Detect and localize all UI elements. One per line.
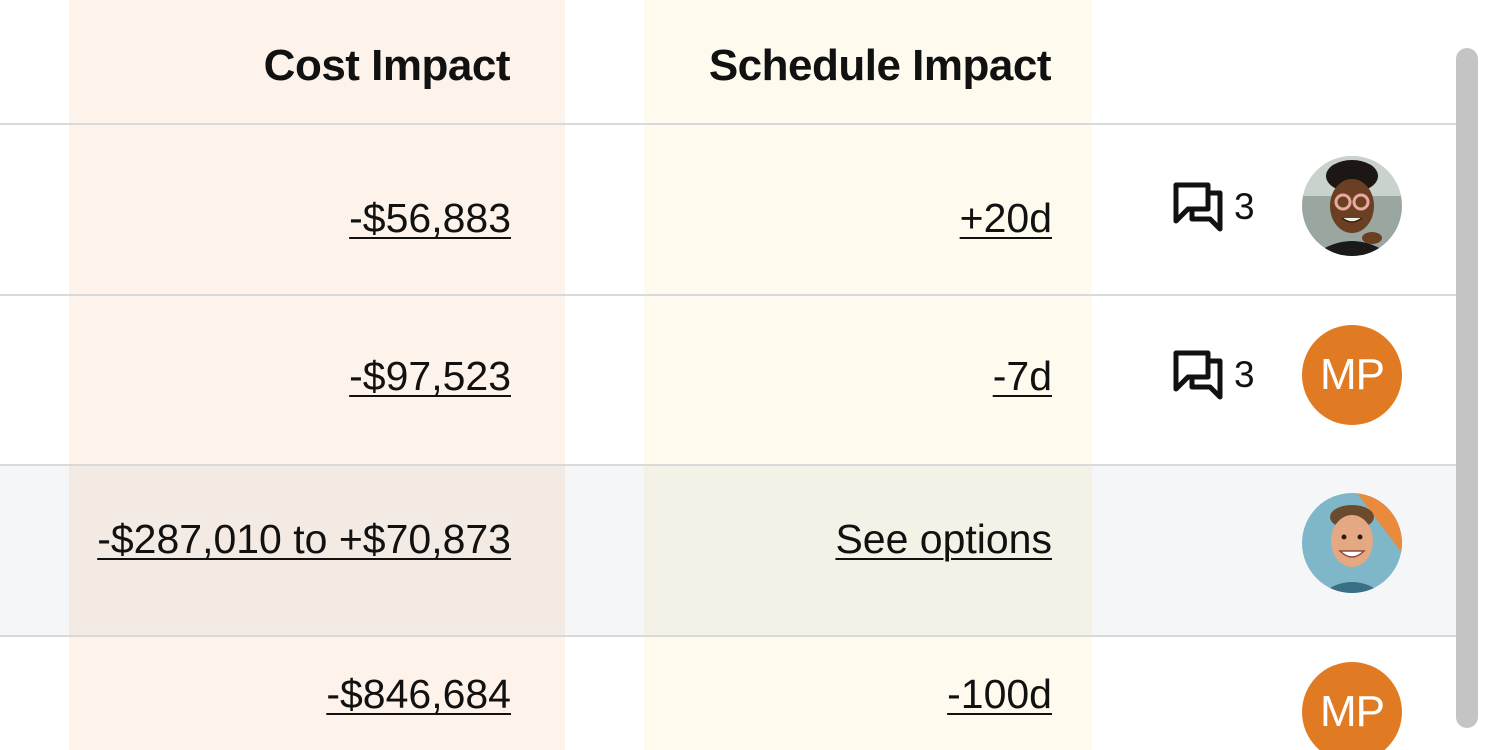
avatar-initials: MP	[1320, 687, 1385, 736]
schedule-impact-cell: -7d	[644, 351, 1052, 401]
vertical-scrollbar-thumb[interactable]	[1456, 48, 1478, 728]
schedule-impact-link[interactable]: -7d	[992, 353, 1052, 399]
cost-impact-header[interactable]: Cost Impact	[263, 41, 511, 90]
avatar[interactable]: MP	[1302, 325, 1402, 425]
see-options-link[interactable]: See options	[835, 516, 1052, 562]
comment-bubbles-icon	[1173, 350, 1223, 400]
cost-impact-link[interactable]: -$287,010 to +$70,873	[97, 516, 511, 562]
impact-table: Cost Impact Schedule Impact -$56,883 +20…	[0, 0, 1456, 750]
comments-button[interactable]: 3	[1172, 349, 1272, 401]
cost-impact-cell: -$846,684	[69, 669, 511, 719]
person-photo-man-smiling	[1302, 493, 1402, 593]
schedule-impact-link[interactable]: +20d	[959, 195, 1052, 241]
avatar[interactable]	[1302, 156, 1402, 256]
cost-impact-cell: -$56,883	[69, 193, 511, 243]
table-row[interactable]: -$56,883 +20d 3	[0, 125, 1456, 294]
cost-impact-link[interactable]: -$97,523	[349, 353, 511, 399]
table-row[interactable]: -$97,523 -7d 3 MP	[0, 296, 1456, 464]
schedule-impact-cell: -100d	[644, 669, 1052, 719]
cost-impact-column-background	[69, 0, 565, 750]
avatar[interactable]: MP	[1302, 662, 1402, 750]
schedule-impact-header[interactable]: Schedule Impact	[708, 41, 1052, 90]
header-divider	[0, 123, 1456, 125]
schedule-impact-cell: See options	[644, 514, 1052, 564]
avatar-initials: MP	[1320, 350, 1385, 399]
comment-count: 3	[1234, 354, 1255, 395]
row-divider	[0, 294, 1456, 296]
comment-bubbles-icon	[1173, 182, 1223, 232]
schedule-impact-column-background	[644, 0, 1092, 750]
row-divider	[0, 464, 1456, 466]
avatar[interactable]	[1302, 493, 1402, 593]
cost-impact-cell: -$97,523	[69, 351, 511, 401]
row-divider	[0, 635, 1456, 637]
schedule-impact-link[interactable]: -100d	[947, 671, 1052, 717]
table-row-hovered[interactable]: -$287,010 to +$70,873 See options	[0, 466, 1456, 635]
table-row[interactable]: -$846,684 -100d MP	[0, 637, 1456, 750]
comments-button[interactable]: 3	[1172, 181, 1272, 233]
cost-impact-link[interactable]: -$846,684	[326, 671, 511, 717]
comment-count: 3	[1234, 186, 1255, 227]
person-photo-woman-glasses	[1302, 156, 1402, 256]
cost-impact-link[interactable]: -$56,883	[349, 195, 511, 241]
schedule-impact-cell: +20d	[644, 193, 1052, 243]
cost-impact-cell: -$287,010 to +$70,873	[69, 514, 511, 564]
